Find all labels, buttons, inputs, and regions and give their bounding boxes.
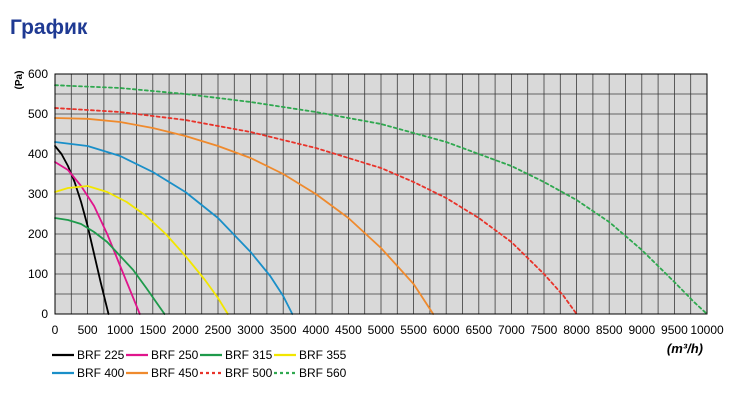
x-tick-label: 500: [78, 323, 98, 337]
series-line-brf-450: [54, 117, 435, 315]
x-tick-labels: 0 500 1000 1500 2000 2500 3000 3500 4000 4500 5000…: [52, 323, 724, 337]
x-tick-label: 3500: [270, 323, 297, 337]
x-tick-label: 1000: [107, 323, 134, 337]
x-tick-label: 2000: [172, 323, 199, 337]
y-tick-label: 0: [41, 307, 48, 321]
x-tick-label: 5000: [368, 323, 395, 337]
series-line-brf-225: [54, 145, 110, 315]
series-layer: [54, 84, 708, 315]
series-line-brf-500: [54, 107, 578, 315]
series-line-brf-560: [54, 84, 708, 315]
grid: [54, 73, 708, 315]
legend-label: BRF 450: [151, 366, 199, 380]
x-tick-label: 6500: [465, 323, 492, 337]
series-line-brf-250: [54, 161, 141, 315]
legend-label: BRF 250: [151, 348, 199, 362]
axes-frame: [54, 73, 708, 315]
y-tick-label: 100: [28, 267, 48, 281]
legend: BRF 225 BRF 250 BRF 315 BRF 355 BRF 400 BRF 4…: [52, 348, 347, 380]
x-tick-label: 9500: [661, 323, 688, 337]
x-tick-label: 0: [52, 323, 59, 337]
axes: [54, 73, 708, 315]
x-tick-label: 5500: [400, 323, 427, 337]
y-tick-label: 200: [28, 227, 48, 241]
x-tick-label: 2500: [205, 323, 232, 337]
legend-item-brf-500: BRF 500: [200, 366, 273, 380]
page-title: График: [10, 16, 88, 39]
y-tick-label: 600: [28, 67, 48, 81]
y-tick-labels: 0 100 200 300 400 500 600: [28, 67, 48, 321]
x-tick-label: 8500: [596, 323, 623, 337]
y-axis-label: (Pa): [14, 71, 25, 90]
y-tick-label: 400: [28, 147, 48, 161]
legend-item-brf-450: BRF 450: [126, 366, 199, 380]
y-tick-label: 300: [28, 187, 48, 201]
x-tick-label: 8000: [563, 323, 590, 337]
x-tick-label: 4500: [335, 323, 362, 337]
legend-label: BRF 315: [225, 348, 273, 362]
legend-label: BRF 500: [225, 366, 273, 380]
x-tick-label: 4000: [302, 323, 329, 337]
legend-item-brf-355: BRF 355: [274, 348, 347, 362]
x-axis-label: (m³/h): [667, 341, 703, 356]
legend-item-brf-400: BRF 400: [52, 366, 125, 380]
series-line-brf-355: [54, 185, 229, 315]
legend-label: BRF 400: [77, 366, 125, 380]
y-tick-label: 500: [28, 107, 48, 121]
x-tick-label: 10000: [690, 323, 724, 337]
legend-label: BRF 355: [299, 348, 347, 362]
legend-label: BRF 560: [299, 366, 347, 380]
legend-item-brf-250: BRF 250: [126, 348, 199, 362]
x-tick-label: 7000: [498, 323, 525, 337]
legend-label: BRF 225: [77, 348, 125, 362]
legend-item-brf-560: BRF 560: [274, 366, 347, 380]
legend-item-brf-315: BRF 315: [200, 348, 273, 362]
x-tick-label: 3000: [237, 323, 264, 337]
series-line-brf-400: [54, 141, 294, 315]
x-tick-label: 6000: [433, 323, 460, 337]
x-tick-label: 7500: [531, 323, 558, 337]
x-tick-label: 9000: [628, 323, 655, 337]
series-line-brf-315: [54, 217, 166, 315]
legend-item-brf-225: BRF 225: [52, 348, 125, 362]
x-tick-label: 1500: [139, 323, 166, 337]
